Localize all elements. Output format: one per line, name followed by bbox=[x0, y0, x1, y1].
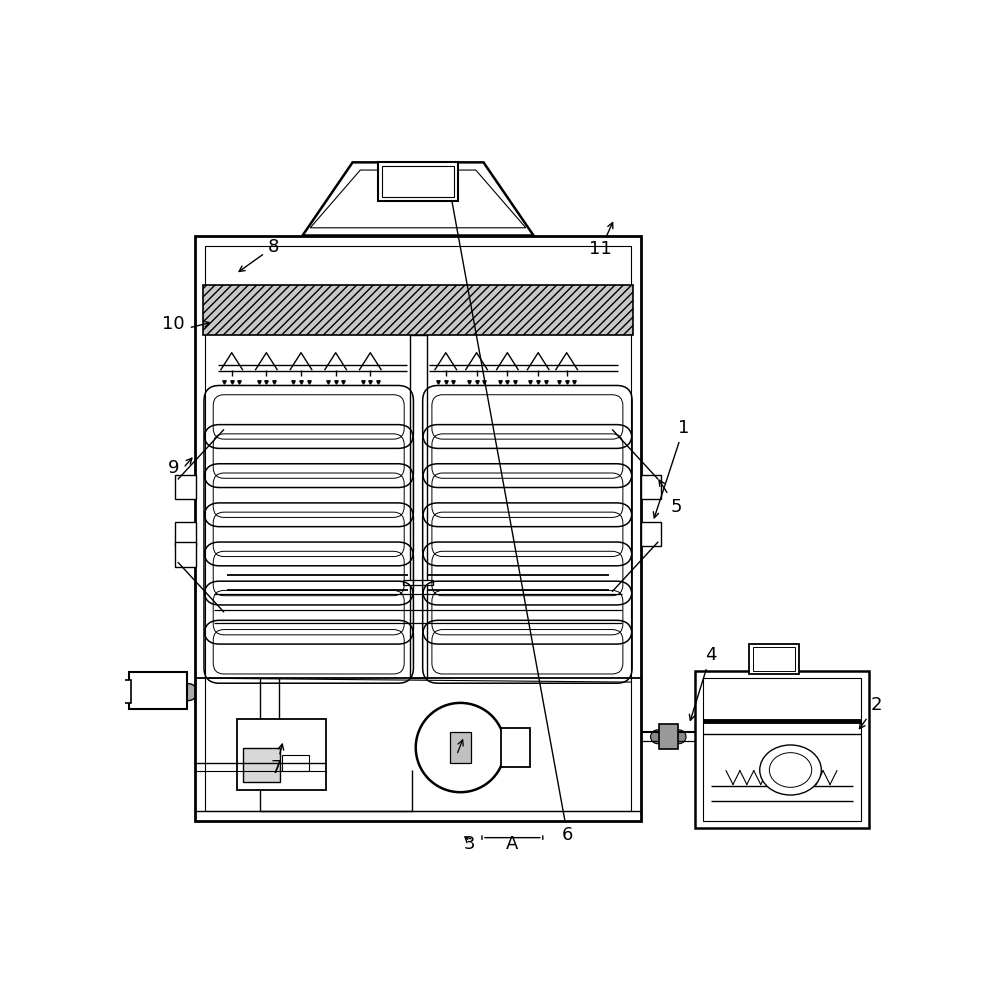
Bar bbox=[195, 235, 641, 821]
Text: 11: 11 bbox=[590, 223, 613, 258]
Bar bbox=[129, 672, 187, 709]
Polygon shape bbox=[303, 162, 534, 235]
Bar bbox=[237, 719, 326, 790]
Bar bbox=[501, 728, 531, 767]
Text: A: A bbox=[506, 835, 518, 853]
Bar bbox=[174, 542, 195, 567]
Text: 3: 3 bbox=[464, 835, 475, 853]
Bar bbox=[409, 335, 426, 678]
Bar bbox=[640, 475, 661, 499]
Text: 1: 1 bbox=[653, 419, 689, 518]
Bar bbox=[282, 755, 309, 771]
Text: 2: 2 bbox=[860, 696, 881, 729]
Bar bbox=[205, 246, 631, 811]
Bar bbox=[203, 285, 633, 335]
Bar bbox=[640, 522, 661, 546]
Text: 4: 4 bbox=[689, 646, 716, 720]
Bar bbox=[695, 671, 869, 828]
Bar bbox=[243, 748, 280, 782]
Bar bbox=[108, 680, 130, 703]
Bar bbox=[377, 162, 458, 201]
Circle shape bbox=[415, 703, 505, 792]
Bar bbox=[403, 580, 432, 585]
Ellipse shape bbox=[760, 745, 822, 795]
Bar bbox=[659, 724, 677, 749]
Bar bbox=[749, 644, 799, 674]
Bar bbox=[174, 522, 195, 546]
Circle shape bbox=[672, 730, 686, 744]
Bar bbox=[174, 475, 195, 499]
Text: 10: 10 bbox=[162, 315, 184, 333]
Bar bbox=[703, 678, 861, 821]
Text: 6: 6 bbox=[444, 167, 573, 844]
Text: 9: 9 bbox=[167, 459, 179, 477]
Bar bbox=[382, 166, 454, 197]
Bar bbox=[449, 732, 471, 763]
Circle shape bbox=[180, 684, 197, 701]
Circle shape bbox=[650, 730, 664, 744]
Text: 8: 8 bbox=[239, 238, 279, 271]
Text: 5: 5 bbox=[659, 480, 681, 516]
Bar bbox=[753, 647, 796, 671]
Text: 7: 7 bbox=[271, 744, 284, 777]
